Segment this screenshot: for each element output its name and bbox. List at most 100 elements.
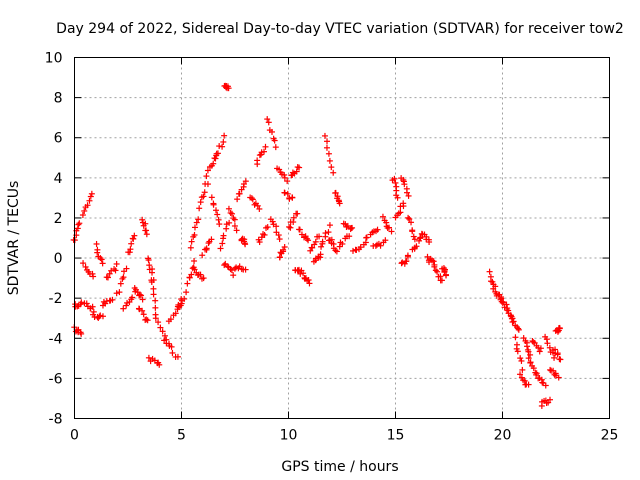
data-point	[287, 224, 294, 231]
data-point	[265, 119, 272, 126]
data-point	[542, 382, 549, 389]
data-point	[306, 280, 313, 287]
data-point	[143, 231, 150, 238]
data-point	[281, 243, 288, 250]
data-point	[191, 224, 198, 231]
data-point	[339, 240, 346, 247]
data-point	[172, 310, 179, 317]
data-point	[152, 297, 159, 304]
y-tick-label: 2	[54, 211, 63, 227]
data-point	[426, 239, 433, 246]
data-point	[127, 246, 134, 253]
y-tick-labels: -8 -6 -4 -2 0 2 4 6 8 10	[45, 51, 63, 428]
data-point	[78, 299, 85, 306]
data-point	[226, 219, 233, 226]
data-point	[221, 262, 228, 269]
data-point	[197, 199, 204, 206]
data-point	[510, 318, 517, 325]
data-point	[112, 267, 119, 274]
data-point	[403, 189, 410, 196]
data-point	[148, 279, 155, 286]
data-point	[290, 219, 297, 226]
data-point	[221, 132, 228, 139]
data-point	[76, 220, 83, 227]
data-point	[554, 351, 561, 358]
data-point	[316, 233, 323, 240]
data-point	[138, 292, 145, 299]
data-point	[203, 173, 210, 180]
data-point	[93, 240, 100, 247]
data-point	[328, 164, 335, 171]
data-point	[411, 236, 418, 243]
data-point	[106, 270, 113, 277]
data-point	[139, 307, 146, 314]
data-point	[500, 299, 507, 306]
data-point	[249, 196, 256, 203]
data-point	[503, 301, 510, 308]
data-point	[546, 396, 553, 403]
data-point	[159, 328, 166, 335]
data-point	[530, 339, 537, 346]
data-point	[130, 235, 137, 242]
data-point	[297, 270, 304, 277]
data-point	[215, 216, 222, 223]
y-tick-label: -4	[49, 331, 63, 347]
data-point	[377, 242, 384, 249]
data-point	[349, 224, 356, 231]
data-point	[536, 348, 543, 355]
data-point	[325, 229, 332, 236]
data-point	[276, 236, 283, 243]
data-point	[391, 175, 398, 182]
data-point	[406, 215, 413, 222]
data-point	[489, 278, 496, 285]
data-point	[152, 315, 159, 322]
data-point	[84, 202, 91, 209]
data-point	[188, 238, 195, 245]
data-point	[551, 371, 558, 378]
y-tick-label: 8	[54, 91, 63, 107]
data-point	[281, 189, 288, 196]
chart-title: Day 294 of 2022, Sidereal Day-to-day VTE…	[56, 21, 624, 37]
data-point	[81, 207, 88, 214]
data-point	[518, 357, 525, 364]
data-point	[374, 226, 381, 233]
data-point	[488, 278, 495, 285]
data-point	[363, 234, 370, 241]
x-axis-label: GPS time / hours	[281, 459, 398, 475]
data-point	[256, 205, 263, 212]
data-point	[305, 237, 312, 244]
data-point	[161, 332, 168, 339]
data-point	[242, 241, 249, 248]
data-point	[204, 181, 211, 188]
data-point	[227, 209, 234, 216]
data-point	[195, 216, 202, 223]
data-point	[530, 365, 537, 372]
data-point	[163, 336, 170, 343]
data-point	[131, 232, 138, 239]
data-point	[544, 340, 551, 347]
data-point	[210, 160, 217, 167]
data-point	[557, 356, 564, 363]
data-point	[136, 291, 143, 298]
data-point	[199, 252, 206, 259]
data-point	[219, 143, 226, 150]
data-point	[317, 251, 324, 258]
data-point	[554, 328, 561, 335]
data-point	[116, 289, 123, 296]
data-point	[89, 270, 96, 277]
data-point	[167, 316, 174, 323]
data-point	[256, 239, 263, 246]
data-point	[555, 374, 562, 381]
data-point	[322, 230, 329, 237]
data-point	[521, 377, 528, 384]
data-point	[286, 223, 293, 230]
data-point	[191, 266, 198, 273]
data-point	[217, 245, 224, 252]
data-point	[269, 128, 276, 135]
data-point	[333, 248, 340, 255]
data-point	[248, 195, 255, 202]
data-point	[431, 263, 438, 270]
data-point	[87, 193, 94, 200]
data-point	[220, 232, 227, 239]
